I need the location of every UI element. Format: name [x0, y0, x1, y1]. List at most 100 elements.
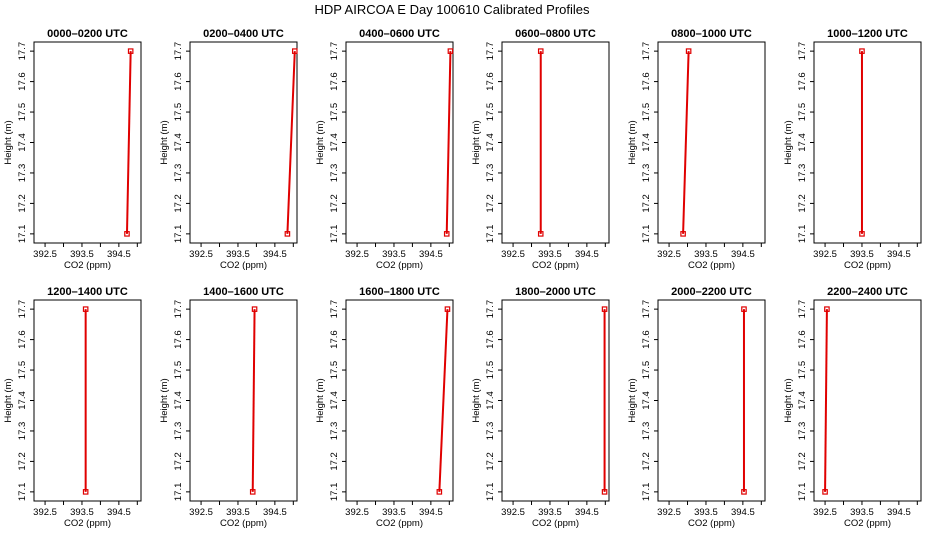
x-axis-label: CO2 (ppm) [220, 518, 267, 529]
y-tick-label: 17.2 [641, 452, 652, 471]
y-tick-label: 17.3 [173, 164, 184, 183]
data-point [601, 489, 608, 495]
y-axis-label: Height (m) [3, 378, 14, 422]
x-tick-label: 393.5 [850, 507, 874, 518]
y-tick-label: 17.3 [641, 422, 652, 441]
data-point [443, 231, 450, 237]
x-tick-label: 393.5 [694, 249, 718, 260]
panel-title: 0600–0800 UTC [515, 28, 596, 40]
y-tick-label: 17.7 [173, 300, 184, 319]
panel-title: 1800–2000 UTC [515, 286, 596, 298]
y-tick-label: 17.2 [329, 194, 340, 213]
plot-frame [33, 299, 142, 502]
y-tick-label: 17.5 [173, 103, 184, 122]
panel-title: 1200–1400 UTC [47, 286, 128, 298]
plot-frame [345, 299, 454, 502]
y-axis-label: Height (m) [159, 378, 170, 422]
panel-title: 1400–1600 UTC [203, 286, 284, 298]
data-point [859, 48, 865, 54]
x-tick-label: 394.5 [887, 507, 911, 518]
y-tick-label: 17.4 [797, 391, 808, 410]
x-tick-label: 394.5 [419, 249, 443, 260]
y-tick-label: 17.7 [797, 42, 808, 61]
x-axis-label: CO2 (ppm) [220, 260, 267, 271]
x-tick-label: 394.5 [887, 249, 911, 260]
y-tick-label: 17.4 [641, 391, 652, 410]
profile-line [438, 309, 449, 492]
data-point [291, 48, 298, 54]
y-tick-label: 17.3 [797, 164, 808, 183]
plot-frame [33, 41, 142, 244]
x-tick-label: 393.5 [226, 249, 250, 260]
profile-line [445, 51, 452, 234]
x-tick-label: 392.5 [657, 507, 681, 518]
x-axis-label: CO2 (ppm) [844, 518, 891, 529]
panel-title: 0000–0200 UTC [47, 28, 128, 40]
x-tick-label: 394.5 [575, 507, 599, 518]
data-point [436, 489, 443, 495]
y-tick-label: 17.2 [797, 194, 808, 213]
panel-title: 0800–1000 UTC [671, 28, 752, 40]
x-tick-label: 393.5 [226, 507, 250, 518]
x-tick-label: 392.5 [33, 507, 57, 518]
data-point [824, 306, 830, 312]
y-tick-label: 17.5 [329, 361, 340, 380]
x-tick-label: 392.5 [657, 249, 681, 260]
y-axis-label: Height (m) [315, 378, 326, 422]
y-tick-label: 17.5 [329, 103, 340, 122]
y-axis-label: Height (m) [3, 120, 14, 164]
data-point [447, 48, 454, 54]
y-tick-label: 17.5 [797, 361, 808, 380]
x-tick-label: 393.5 [538, 507, 562, 518]
y-tick-label: 17.1 [173, 483, 184, 502]
y-tick-label: 17.4 [485, 391, 496, 410]
x-tick-label: 393.5 [382, 249, 406, 260]
data-point [249, 489, 256, 495]
y-tick-label: 17.5 [485, 103, 496, 122]
y-tick-label: 17.4 [641, 133, 652, 152]
panel-title: 2000–2200 UTC [671, 286, 752, 298]
y-tick-label: 17.7 [797, 300, 808, 319]
y-tick-label: 17.6 [641, 330, 652, 349]
y-tick-label: 17.5 [797, 103, 808, 122]
x-tick-label: 394.5 [419, 507, 443, 518]
x-tick-label: 394.5 [107, 507, 131, 518]
y-tick-label: 17.6 [17, 330, 28, 349]
data-point [124, 231, 130, 237]
data-point [685, 48, 692, 54]
x-tick-label: 393.5 [70, 249, 94, 260]
y-tick-label: 17.1 [17, 225, 28, 244]
x-axis-label: CO2 (ppm) [64, 260, 111, 271]
x-axis-label: CO2 (ppm) [688, 518, 735, 529]
plot-frame [657, 299, 766, 502]
y-tick-label: 17.7 [485, 42, 496, 61]
y-tick-label: 17.6 [641, 72, 652, 91]
profile-line [682, 51, 690, 234]
y-tick-label: 17.1 [797, 225, 808, 244]
data-point [822, 489, 828, 495]
data-point [251, 306, 258, 312]
y-tick-label: 17.2 [797, 452, 808, 471]
data-point [859, 231, 865, 237]
y-tick-label: 17.4 [485, 133, 496, 152]
y-tick-label: 17.4 [173, 133, 184, 152]
y-tick-label: 17.1 [485, 483, 496, 502]
data-point [537, 231, 544, 237]
y-tick-label: 17.6 [329, 72, 340, 91]
profile-line [824, 309, 828, 492]
y-tick-label: 17.3 [329, 422, 340, 441]
y-tick-label: 17.1 [173, 225, 184, 244]
y-tick-label: 17.3 [17, 164, 28, 183]
plot-frame [813, 299, 922, 502]
y-tick-label: 17.6 [797, 72, 808, 91]
y-axis-label: Height (m) [471, 378, 482, 422]
data-point [601, 306, 608, 312]
profile-line [125, 51, 132, 234]
panel-title: 0400–0600 UTC [359, 28, 440, 40]
y-tick-label: 17.7 [641, 300, 652, 319]
x-tick-label: 394.5 [263, 249, 287, 260]
